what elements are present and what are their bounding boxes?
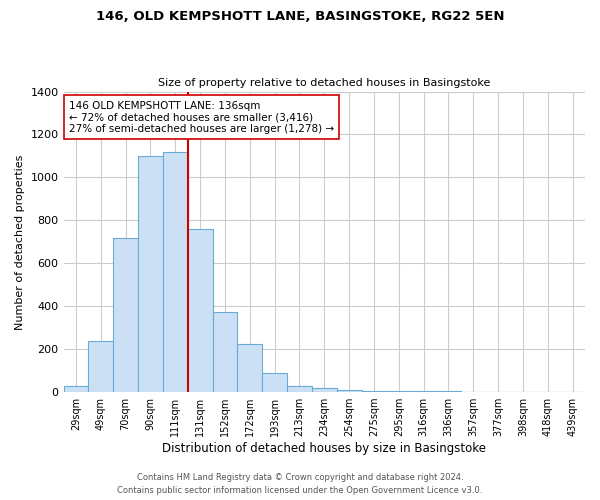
Bar xyxy=(238,344,262,392)
Bar xyxy=(163,152,188,392)
Bar xyxy=(88,340,113,392)
Text: Contains HM Land Registry data © Crown copyright and database right 2024.
Contai: Contains HM Land Registry data © Crown c… xyxy=(118,474,482,495)
Bar xyxy=(386,391,411,392)
Text: 146 OLD KEMPSHOTT LANE: 136sqm
← 72% of detached houses are smaller (3,416)
27% : 146 OLD KEMPSHOTT LANE: 136sqm ← 72% of … xyxy=(69,100,334,134)
Bar xyxy=(138,156,163,392)
X-axis label: Distribution of detached houses by size in Basingstoke: Distribution of detached houses by size … xyxy=(162,442,486,455)
Bar xyxy=(262,373,287,392)
Bar xyxy=(113,238,138,392)
Bar xyxy=(337,390,362,392)
Text: 146, OLD KEMPSHOTT LANE, BASINGSTOKE, RG22 5EN: 146, OLD KEMPSHOTT LANE, BASINGSTOKE, RG… xyxy=(96,10,504,23)
Bar xyxy=(362,391,386,392)
Title: Size of property relative to detached houses in Basingstoke: Size of property relative to detached ho… xyxy=(158,78,490,88)
Bar xyxy=(312,388,337,392)
Y-axis label: Number of detached properties: Number of detached properties xyxy=(15,154,25,330)
Bar xyxy=(212,312,238,392)
Bar xyxy=(64,386,88,392)
Bar xyxy=(188,229,212,392)
Bar xyxy=(287,386,312,392)
